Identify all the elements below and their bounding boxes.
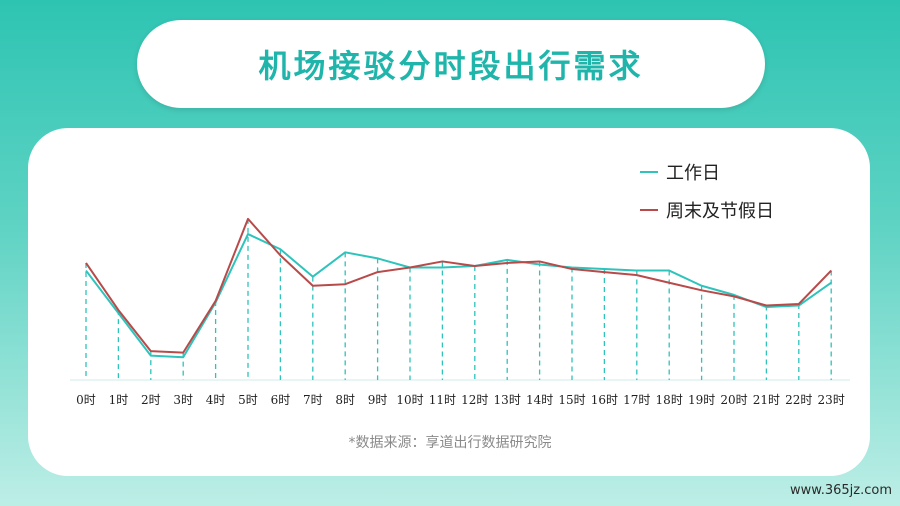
x-tick-label-2: 2时 [141, 393, 161, 407]
legend-label-weekend: 周末及节假日 [666, 201, 774, 222]
legend-swatch-workday [640, 171, 658, 173]
page-title: 机场接驳分时段出行需求 [258, 47, 644, 85]
x-tick-label-19: 19时 [688, 393, 715, 407]
x-tick-label-23: 23时 [818, 393, 845, 407]
x-tick-label-16: 16时 [591, 393, 618, 407]
title-banner: 机场接驳分时段出行需求 [137, 20, 765, 108]
watermark: www.365jz.com [790, 483, 892, 498]
legend-swatch-weekend [640, 209, 658, 211]
x-tick-label-5: 5时 [238, 393, 258, 407]
x-tick-label-10: 10时 [396, 393, 423, 407]
chart-legend: 工作日 周末及节假日 [640, 160, 774, 236]
x-tick-label-1: 1时 [109, 393, 129, 407]
legend-label-workday: 工作日 [666, 163, 720, 184]
x-tick-label-21: 21时 [753, 393, 780, 407]
x-tick-label-13: 13时 [494, 393, 521, 407]
x-tick-label-4: 4时 [206, 393, 226, 407]
chart-panel [28, 128, 870, 476]
source-note: *数据来源：享道出行数据研究院 [348, 435, 552, 451]
x-tick-label-22: 22时 [785, 393, 812, 407]
x-tick-label-18: 18时 [656, 393, 683, 407]
x-tick-label-7: 7时 [303, 393, 323, 407]
x-tick-label-17: 17时 [623, 393, 650, 407]
x-tick-label-15: 15时 [558, 393, 585, 407]
legend-item-weekend: 周末及节假日 [640, 198, 774, 222]
x-tick-label-12: 12时 [461, 393, 488, 407]
x-tick-label-14: 14时 [526, 393, 553, 407]
x-tick-label-8: 8时 [335, 393, 355, 407]
legend-item-workday: 工作日 [640, 160, 774, 184]
x-tick-label-3: 3时 [173, 393, 193, 407]
x-tick-label-6: 6时 [271, 393, 291, 407]
x-tick-label-11: 11时 [429, 393, 456, 407]
x-tick-label-9: 9时 [368, 393, 388, 407]
series-line-weekend [85, 217, 832, 354]
x-tick-label-0: 0时 [76, 393, 96, 407]
x-tick-label-20: 20时 [720, 393, 747, 407]
series-line-workday [85, 233, 832, 359]
